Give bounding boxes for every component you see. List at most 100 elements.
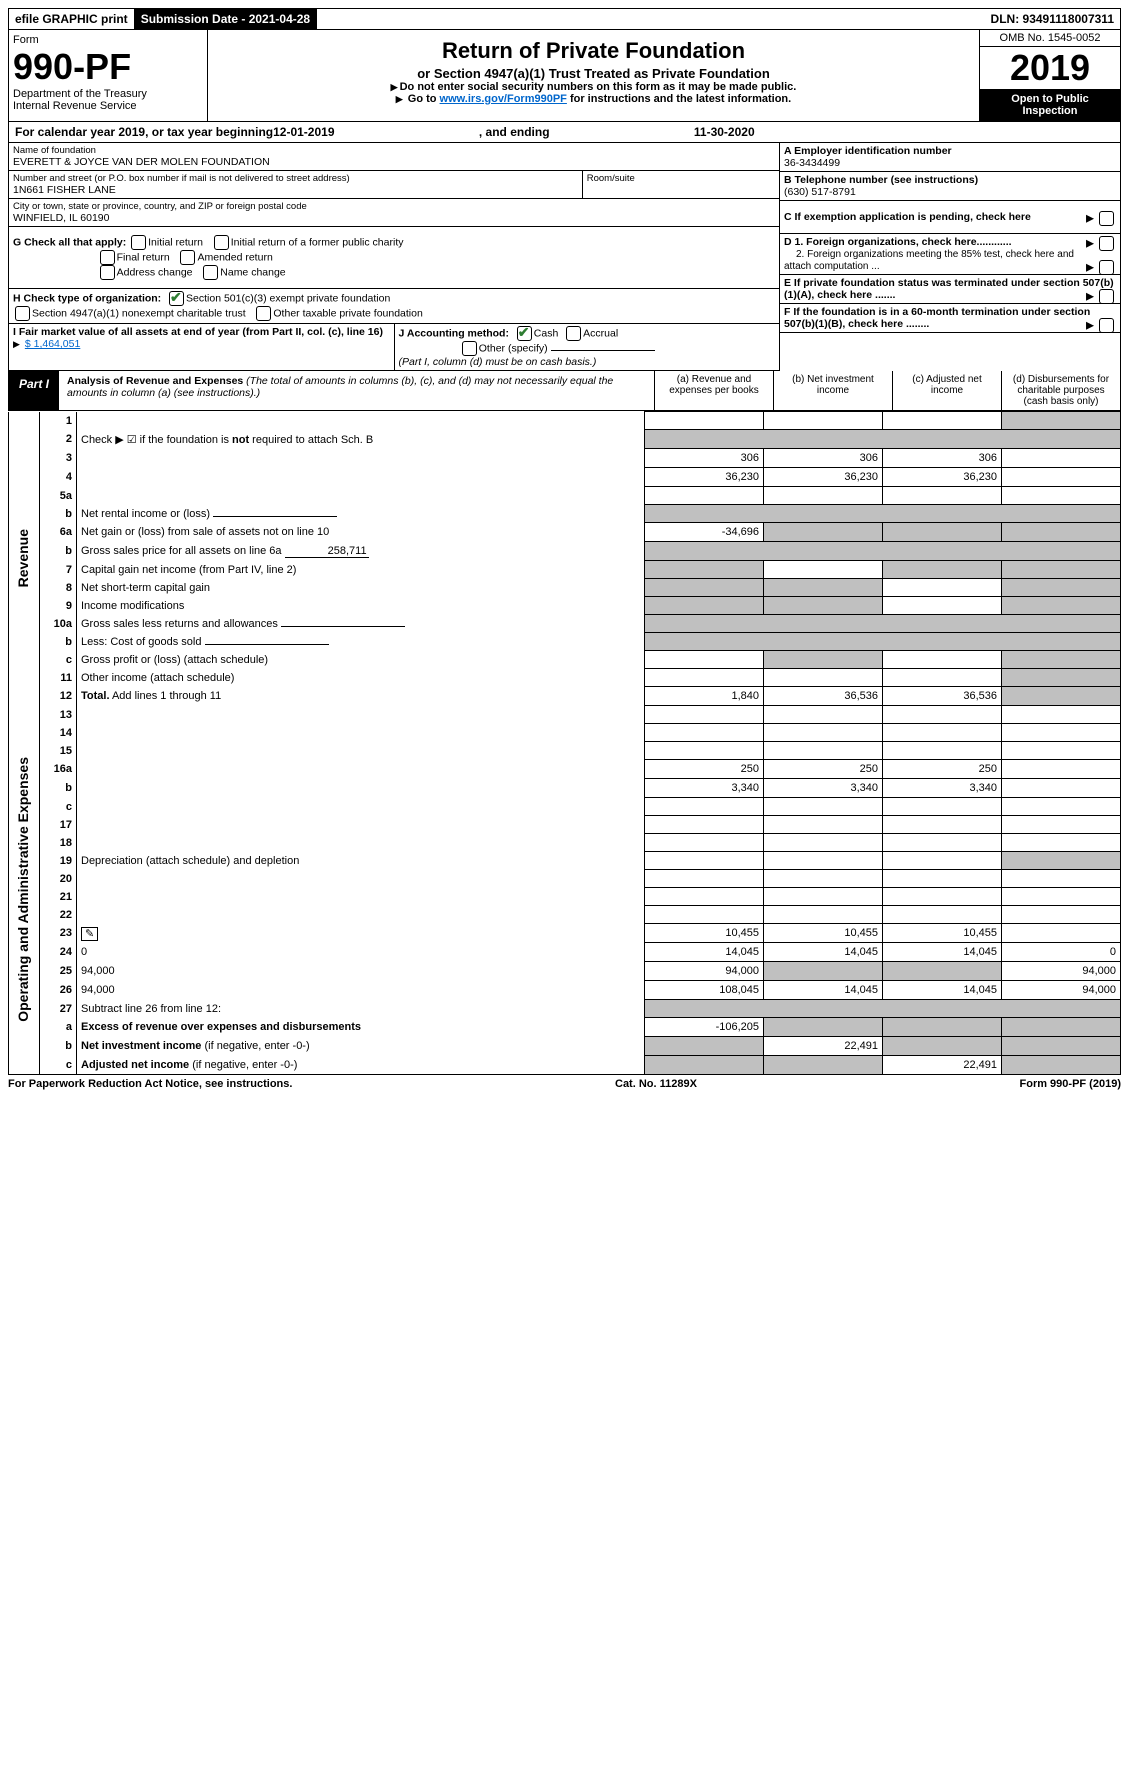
check-d1[interactable] xyxy=(1099,236,1114,251)
line-desc: Excess of revenue over expenses and disb… xyxy=(77,1018,645,1037)
cell-b xyxy=(764,962,883,981)
cell-b xyxy=(764,669,883,687)
line-number: 21 xyxy=(40,888,77,906)
table-row: c xyxy=(9,798,1121,816)
dln: DLN: 93491118007311 xyxy=(985,9,1120,29)
table-row: 21 xyxy=(9,888,1121,906)
cell-d xyxy=(1002,523,1121,542)
cell-a xyxy=(645,888,764,906)
cell-d: 94,000 xyxy=(1002,962,1121,981)
check-c[interactable] xyxy=(1099,211,1114,226)
irs-link[interactable]: www.irs.gov/Form990PF xyxy=(440,93,567,105)
table-row: cAdjusted net income (if negative, enter… xyxy=(9,1056,1121,1075)
check-other-method[interactable] xyxy=(462,341,477,356)
foundation-name: EVERETT & JOYCE VAN DER MOLEN FOUNDATION xyxy=(13,156,775,168)
line-desc: Gross sales price for all assets on line… xyxy=(77,542,645,561)
line-desc: 94,000 xyxy=(77,962,645,981)
cell-c xyxy=(883,651,1002,669)
j-label: J Accounting method: xyxy=(399,327,509,339)
line-desc: Net investment income (if negative, ente… xyxy=(77,1037,645,1056)
check-cash[interactable] xyxy=(517,326,532,341)
cell-c xyxy=(883,669,1002,687)
cell-d xyxy=(1002,760,1121,779)
cell-c: 36,230 xyxy=(883,468,1002,487)
line-number: 23 xyxy=(40,924,77,943)
table-row: 20 xyxy=(9,870,1121,888)
table-row: 17 xyxy=(9,816,1121,834)
check-e[interactable] xyxy=(1099,289,1114,304)
b-label: B Telephone number (see instructions) xyxy=(784,174,1116,186)
submission-date: Submission Date - 2021-04-28 xyxy=(135,9,317,29)
cell-b xyxy=(764,597,883,615)
check-address[interactable] xyxy=(100,265,115,280)
col-b-header: (b) Net investment income xyxy=(773,371,892,410)
cell-a xyxy=(645,724,764,742)
fmv-link[interactable]: $ 1,464,051 xyxy=(25,338,80,350)
cell-c xyxy=(883,742,1002,760)
line-number: 14 xyxy=(40,724,77,742)
cell-a xyxy=(645,579,764,597)
line-desc: Adjusted net income (if negative, enter … xyxy=(77,1056,645,1075)
cell-c xyxy=(883,798,1002,816)
line-number: 7 xyxy=(40,561,77,579)
note-link: Go to www.irs.gov/Form990PF for instruct… xyxy=(214,93,973,105)
g-label: G Check all that apply: xyxy=(13,236,126,248)
line-desc: Gross profit or (loss) (attach schedule) xyxy=(77,651,645,669)
d1-label: D 1. Foreign organizations, check here..… xyxy=(784,236,1012,248)
cell-a xyxy=(645,487,764,505)
check-d2[interactable] xyxy=(1099,260,1114,275)
footer-mid: Cat. No. 11289X xyxy=(615,1078,697,1090)
line-number: 9 xyxy=(40,597,77,615)
check-4947[interactable] xyxy=(15,306,30,321)
cell-b: 14,045 xyxy=(764,943,883,962)
cell-a: -106,205 xyxy=(645,1018,764,1037)
cell-d xyxy=(1002,852,1121,870)
check-f[interactable] xyxy=(1099,318,1114,333)
cell-b: 14,045 xyxy=(764,981,883,1000)
info-grid: Name of foundation EVERETT & JOYCE VAN D… xyxy=(8,143,1121,371)
cell-d xyxy=(1002,888,1121,906)
cell-d xyxy=(1002,870,1121,888)
check-final[interactable] xyxy=(100,250,115,265)
line-desc xyxy=(77,449,645,468)
check-name[interactable] xyxy=(203,265,218,280)
line-desc: 0 xyxy=(77,943,645,962)
cell-a xyxy=(645,816,764,834)
cell-a xyxy=(645,669,764,687)
col-a-header: (a) Revenue and expenses per books xyxy=(654,371,773,410)
check-initial-former[interactable] xyxy=(214,235,229,250)
note-ssn: Do not enter social security numbers on … xyxy=(214,81,973,93)
line-number: 27 xyxy=(40,1000,77,1018)
line-number: 26 xyxy=(40,981,77,1000)
phone: (630) 517-8791 xyxy=(784,186,1116,198)
line-desc xyxy=(77,487,645,505)
line-number: 8 xyxy=(40,579,77,597)
cell-c: 14,045 xyxy=(883,943,1002,962)
cell-b xyxy=(764,523,883,542)
footer-right: Form 990-PF (2019) xyxy=(1020,1078,1121,1090)
cell-a xyxy=(645,852,764,870)
cell-d xyxy=(1002,651,1121,669)
line-number: c xyxy=(40,1056,77,1075)
cell-d xyxy=(1002,798,1121,816)
cell-d xyxy=(1002,834,1121,852)
check-amended[interactable] xyxy=(180,250,195,265)
line-number: c xyxy=(40,651,77,669)
cell-c xyxy=(883,487,1002,505)
table-row: 24014,04514,04514,0450 xyxy=(9,943,1121,962)
cell-b xyxy=(764,579,883,597)
check-accrual[interactable] xyxy=(566,326,581,341)
table-row: 23✎10,45510,45510,455 xyxy=(9,924,1121,943)
cell-c xyxy=(883,561,1002,579)
cell-b xyxy=(764,706,883,724)
check-initial[interactable] xyxy=(131,235,146,250)
cell-a xyxy=(645,798,764,816)
cell-b xyxy=(764,852,883,870)
cell-a xyxy=(645,412,764,430)
line-desc: Total. Add lines 1 through 11 xyxy=(77,687,645,706)
col-d-header: (d) Disbursements for charitable purpose… xyxy=(1001,371,1120,410)
cell-a xyxy=(645,597,764,615)
check-501c3[interactable] xyxy=(169,291,184,306)
check-other-tax[interactable] xyxy=(256,306,271,321)
cell-a: 14,045 xyxy=(645,943,764,962)
